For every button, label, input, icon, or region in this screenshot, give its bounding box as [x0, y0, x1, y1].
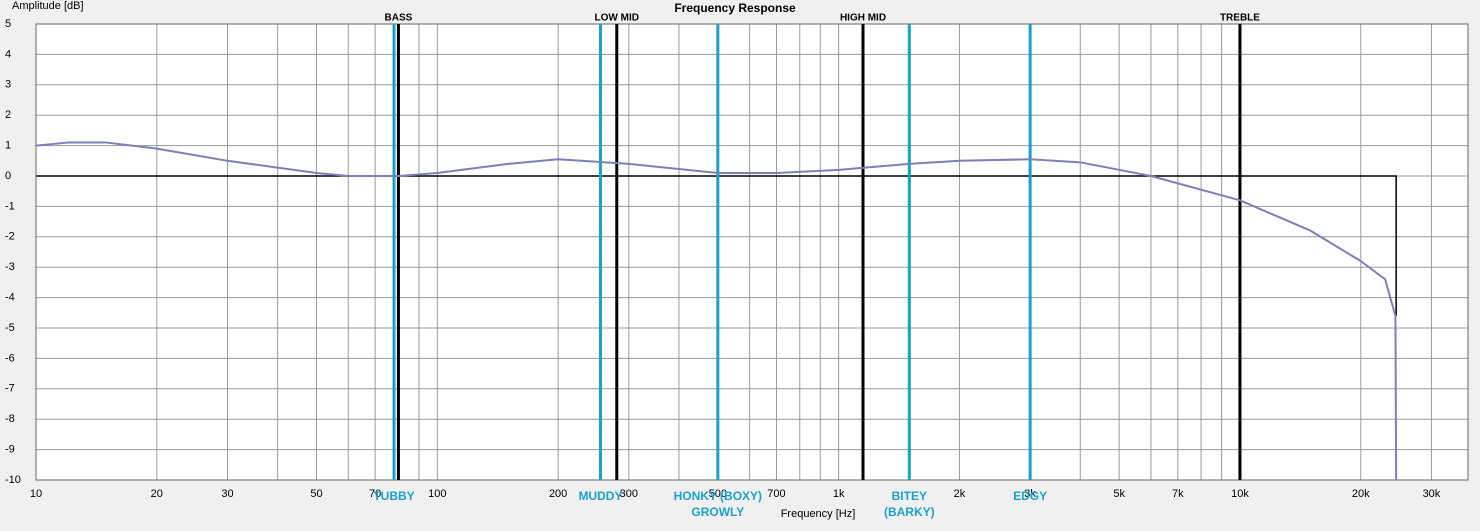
y-tick-label: 3 [5, 79, 11, 91]
y-tick-label: -6 [5, 352, 15, 364]
y-tick-label: 0 [5, 170, 11, 182]
x-tick-label: 20 [151, 488, 163, 500]
zone-label: MUDDY [578, 489, 622, 503]
zone-label: HONKY (BOXY) [674, 489, 762, 503]
x-tick-label: 700 [767, 488, 785, 500]
y-tick-label: 4 [5, 48, 11, 60]
x-tick-label: 70 [369, 488, 381, 500]
y-axis-label: Amplitude [dB] [12, 0, 84, 12]
plot-border [35, 23, 1469, 481]
x-tick-label: 10k [1231, 488, 1249, 500]
y-tick-label: 2 [5, 109, 11, 121]
zone-label: (BARKY) [884, 505, 935, 519]
x-tick-label: 7k [1172, 488, 1184, 500]
x-tick-label: 500 [709, 488, 727, 500]
y-tick-label: -3 [5, 261, 15, 273]
y-tick-label: -10 [5, 474, 21, 486]
x-tick-label: 50 [310, 488, 322, 500]
band-label: TREBLE [1220, 13, 1260, 24]
zone-label: TUBBY [373, 489, 414, 503]
y-tick-label: 5 [5, 18, 11, 30]
x-tick-label: 300 [620, 488, 638, 500]
zone-label: EDGY [1013, 489, 1047, 503]
x-tick-label: 30 [221, 488, 233, 500]
y-tick-label: 1 [5, 140, 11, 152]
x-tick-label: 3k [1024, 488, 1036, 500]
x-tick-label: 10 [30, 488, 42, 500]
chart-title: Frequency Response [674, 1, 796, 15]
zone-label: GROWLY [691, 505, 744, 519]
x-tick-label: 1k [833, 488, 845, 500]
x-tick-label: 20k [1352, 488, 1370, 500]
x-tick-label: 30k [1423, 488, 1441, 500]
plot-area [36, 24, 1468, 480]
band-label: HIGH MID [840, 13, 886, 24]
response-curve [35, 141, 1398, 481]
y-tick-label: -1 [5, 200, 15, 212]
band-label: LOW MID [595, 13, 639, 24]
y-tick-label: -2 [5, 231, 15, 243]
x-tick-label: 5k [1113, 488, 1125, 500]
band-label: BASS [385, 13, 413, 24]
zone-label: BITEY [892, 489, 927, 503]
x-tick-label: 200 [549, 488, 567, 500]
x-axis-label: Frequency [Hz] [781, 508, 856, 520]
y-tick-label: -4 [5, 292, 15, 304]
y-tick-label: -9 [5, 444, 15, 456]
y-tick-label: -7 [5, 383, 15, 395]
y-tick-label: -5 [5, 322, 15, 334]
y-tick-label: -8 [5, 413, 15, 425]
x-tick-label: 100 [428, 488, 446, 500]
zero-line [36, 175, 1397, 316]
x-tick-label: 2k [954, 488, 966, 500]
